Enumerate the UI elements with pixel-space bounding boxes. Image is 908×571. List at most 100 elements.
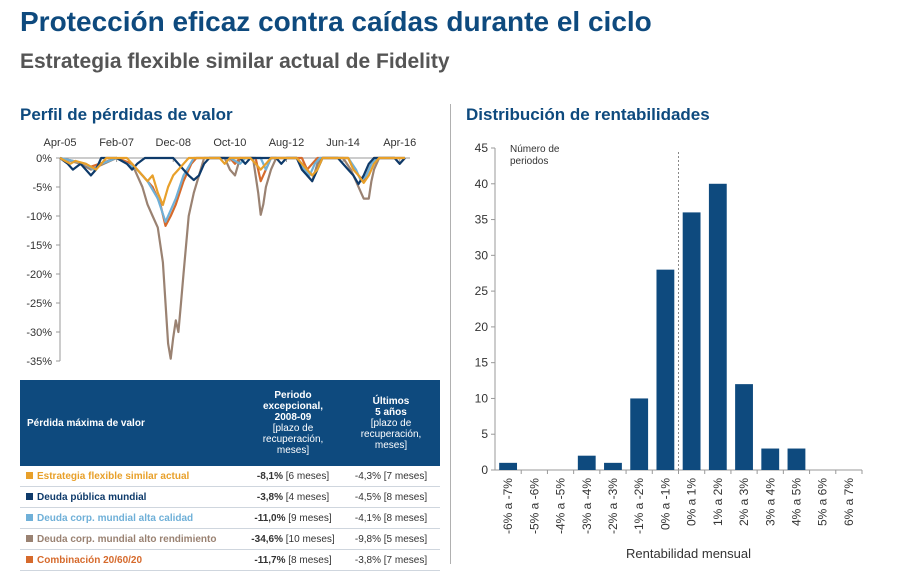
bar xyxy=(735,384,753,470)
recovery-period: [8 meses] xyxy=(383,512,428,524)
y-tick-label: 5 xyxy=(481,427,488,441)
y-tick-label: 20 xyxy=(475,320,489,334)
x-tick-label: Aug-12 xyxy=(269,137,304,149)
header-line: excepcional, xyxy=(262,401,324,412)
x-category-label: 3% a 4% xyxy=(763,478,777,526)
row-label: Estrategia flexible similar actual xyxy=(20,466,244,487)
bar xyxy=(708,183,727,470)
x-category-label: -6% a -7% xyxy=(501,478,515,534)
recovery-period: [8 meses] xyxy=(383,491,428,503)
row-label-text: Deuda corp. mundial alta calidad xyxy=(37,512,194,524)
drawdown-line-chart: 0% -5% -10% -15% -20% -25% -30% -35% Apr-05 Feb-0… xyxy=(26,137,416,368)
x-category-label: 6% a 7% xyxy=(842,478,856,526)
loss-value: -4,1% xyxy=(354,512,381,524)
x-tick-label: Apr-16 xyxy=(383,137,416,149)
legend-swatch-icon xyxy=(26,471,33,479)
table-header-label: Pérdida máxima de valor xyxy=(20,380,244,466)
recovery-period: [9 meses] xyxy=(288,512,332,524)
y-annotation-label: Número de xyxy=(510,144,560,155)
loss-value: -9,8% xyxy=(354,533,381,545)
y-tick-label: 40 xyxy=(475,177,489,191)
row-5y-value: -4,3% [7 meses] xyxy=(342,466,440,487)
distribution-chart-title: Distribución de rentabilidades xyxy=(466,105,710,124)
header-line: meses] xyxy=(276,445,310,456)
series-line xyxy=(59,156,406,360)
table-row: Deuda corp. mundial alto rendimiento -34… xyxy=(20,528,440,550)
y-tick-label: 30 xyxy=(475,248,489,262)
bar xyxy=(682,212,701,470)
table-row: Deuda corp. mundial alta calidad -11,0% … xyxy=(20,507,440,529)
y-tick-label: 45 xyxy=(475,141,489,155)
legend-swatch-icon xyxy=(26,534,33,542)
x-tick-label: Jun-14 xyxy=(326,137,360,149)
row-label-text: Deuda corp. mundial alto rendimiento xyxy=(37,533,217,545)
row-label: Deuda pública mundial xyxy=(20,486,244,508)
y-tick-label: 15 xyxy=(475,356,489,370)
header-line: 5 años xyxy=(375,406,407,418)
table-header-crisis: Periodo excepcional, 2008-09 [plazo de r… xyxy=(244,380,342,466)
table-row: Deuda pública mundial -3,8% [4 meses] -4… xyxy=(20,486,440,508)
row-label: Deuda corp. mundial alto rendimiento xyxy=(20,528,244,550)
y-tick-label: -10% xyxy=(26,211,52,223)
header-line: recuperación, xyxy=(262,434,324,445)
y-annotation-label: periodos xyxy=(510,156,548,167)
x-category-label: 0% a -1% xyxy=(658,478,672,530)
page-subtitle: Estrategia flexible similar actual de Fi… xyxy=(20,50,450,73)
row-5y-value: -9,8% [5 meses] xyxy=(342,528,440,550)
recovery-period: [7 meses] xyxy=(383,470,428,482)
bar xyxy=(761,448,780,470)
loss-value: -34,6% xyxy=(251,533,283,545)
x-tick-label: Dec-08 xyxy=(156,137,191,149)
x-category-label: 0% a 1% xyxy=(685,478,699,526)
row-5y-value: -4,1% [8 meses] xyxy=(342,507,440,529)
x-category-label: 1% a 2% xyxy=(711,478,725,526)
header-line: meses] xyxy=(374,439,408,451)
y-tick-label: -5% xyxy=(32,182,52,194)
header-line: [plazo de xyxy=(370,417,412,429)
row-label-text: Combinación 20/60/20 xyxy=(37,554,143,566)
recovery-period: [6 meses] xyxy=(285,470,330,482)
legend-swatch-icon xyxy=(26,492,33,500)
x-category-label: 2% a 3% xyxy=(737,478,751,526)
recovery-period: [5 meses] xyxy=(383,533,428,545)
y-tick-label: -20% xyxy=(26,269,52,281)
row-5y-value: -3,8% [7 meses] xyxy=(342,549,440,571)
loss-value: -11,7% xyxy=(254,554,286,566)
table-row: Combinación 20/60/20 -11,7% [8 meses] -3… xyxy=(20,549,440,571)
x-category-label: -2% a -3% xyxy=(606,478,620,534)
bar xyxy=(787,448,806,470)
x-category-label: -1% a -2% xyxy=(632,478,646,534)
loss-value: -8,1% xyxy=(256,470,283,482)
row-crisis-value: -11,0% [9 meses] xyxy=(244,507,342,529)
row-label: Combinación 20/60/20 xyxy=(20,549,244,571)
row-crisis-value: -11,7% [8 meses] xyxy=(244,549,342,571)
drawdown-chart-title: Perfil de pérdidas de valor xyxy=(20,105,233,124)
header-line: recuperación, xyxy=(360,428,422,440)
x-category-label: -5% a -6% xyxy=(527,478,541,534)
bar xyxy=(630,398,649,470)
x-category-label: -4% a -5% xyxy=(554,478,568,534)
y-tick-label: 0 xyxy=(481,463,488,477)
x-axis-title: Rentabilidad mensual xyxy=(626,546,751,561)
row-label: Deuda corp. mundial alta calidad xyxy=(20,507,244,529)
x-tick-label: Oct-10 xyxy=(213,137,246,149)
table-row: Estrategia flexible similar actual -8,1%… xyxy=(20,466,440,487)
row-crisis-value: -8,1% [6 meses] xyxy=(244,466,342,487)
bar xyxy=(577,455,596,470)
row-5y-value: -4,5% [8 meses] xyxy=(342,486,440,508)
y-tick-label: -15% xyxy=(26,240,52,252)
loss-value: -4,5% xyxy=(354,491,381,503)
y-tick-label: 10 xyxy=(475,391,489,405)
row-crisis-value: -3,8% [4 meses] xyxy=(244,486,342,508)
y-tick-label: 35 xyxy=(475,213,489,227)
loss-value: -3,8% xyxy=(354,554,381,566)
recovery-period: [10 meses] xyxy=(285,533,335,545)
series-line xyxy=(59,156,405,207)
table-header-5y: Últimos 5 años [plazo de recuperación, m… xyxy=(342,380,440,466)
recovery-period: [8 meses] xyxy=(288,554,332,566)
loss-value: -11,0% xyxy=(254,512,286,524)
header-line: Últimos xyxy=(372,395,410,407)
legend-swatch-icon xyxy=(26,513,33,521)
y-tick-label: -30% xyxy=(26,327,52,339)
